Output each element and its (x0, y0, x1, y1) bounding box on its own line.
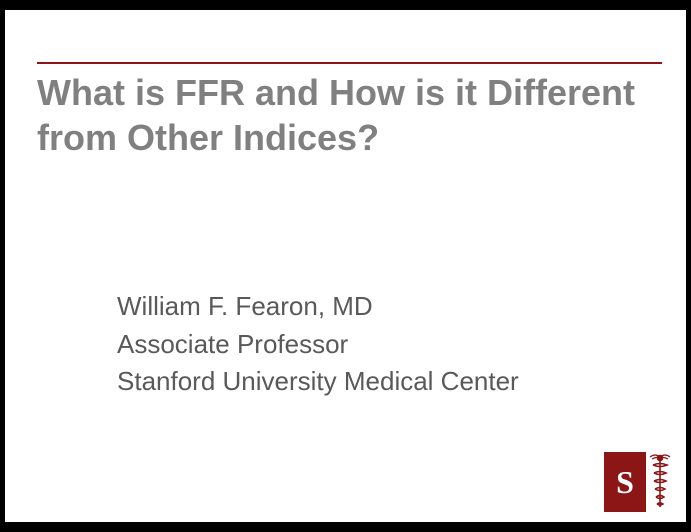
caduceus-icon (648, 452, 672, 512)
stanford-logo: S (604, 452, 672, 512)
author-affiliation: Stanford University Medical Center (117, 363, 519, 401)
author-name: William F. Fearon, MD (117, 288, 519, 326)
slide-title: What is FFR and How is it Different from… (37, 64, 662, 160)
logo-letter-block: S (604, 452, 646, 512)
slide: What is FFR and How is it Different from… (5, 10, 686, 522)
author-block: William F. Fearon, MD Associate Professo… (117, 288, 519, 401)
title-area: What is FFR and How is it Different from… (37, 62, 662, 160)
author-title: Associate Professor (117, 326, 519, 364)
logo-letter: S (616, 464, 634, 501)
